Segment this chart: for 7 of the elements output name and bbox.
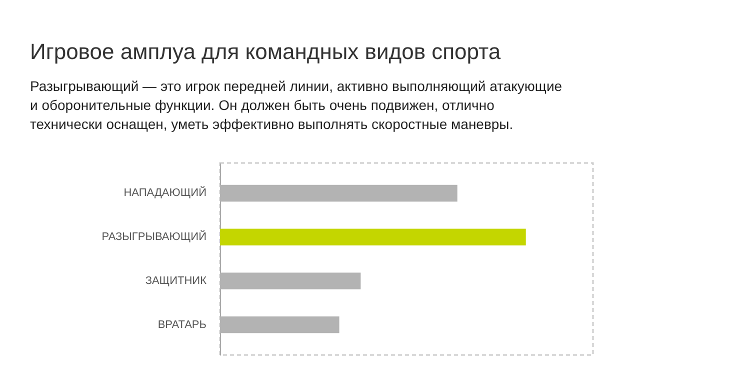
chart-title: Игровое амплуа для командных видов спорта bbox=[30, 39, 502, 64]
y-tick-label: ЗАЩИТНИК bbox=[145, 274, 208, 287]
y-tick-label: РАЗЫГРЫВАЮЩИЙ bbox=[102, 230, 206, 244]
chart-subtitle: Разыгрывающий — это игрок передней линии, активно выполняющий атакующие и оборонительные функции. Он должен быть очень подвижен, отлично технически оснащен, уметь эффективно выполнять скоростные маневры. bbox=[30, 78, 562, 132]
y-tick-label: ВРАТАРЬ bbox=[158, 318, 206, 331]
y-tick-label: НАПАДАЮЩИЙ bbox=[124, 186, 206, 200]
bar bbox=[220, 228, 526, 246]
